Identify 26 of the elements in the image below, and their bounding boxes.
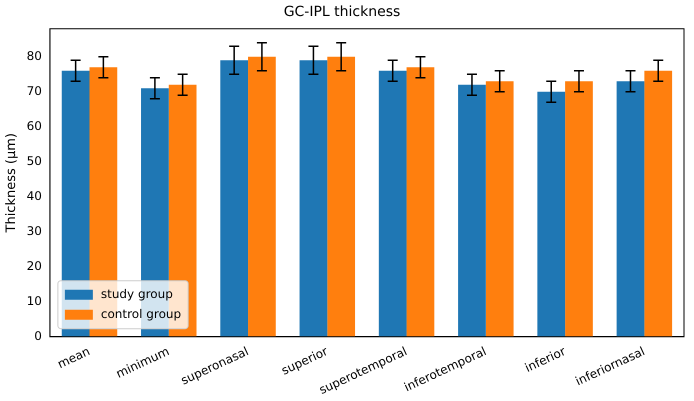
y-axis-title: Thickness (µm) xyxy=(4,133,20,234)
bar xyxy=(327,56,356,337)
x-tick-label: mean xyxy=(55,344,92,372)
y-tick-label: 60 xyxy=(26,118,42,133)
y-tick-label: 10 xyxy=(26,294,42,308)
chart-title: GC-IPL thickness xyxy=(284,4,400,20)
bar xyxy=(458,84,486,337)
bar xyxy=(565,81,593,337)
bar xyxy=(378,70,407,337)
y-tick-label: 0 xyxy=(34,328,42,343)
bar xyxy=(644,70,672,337)
bar xyxy=(406,67,434,337)
y-tick-label: 30 xyxy=(26,224,42,238)
bar xyxy=(616,81,644,337)
bar xyxy=(537,92,566,337)
legend-label: control group xyxy=(100,306,182,321)
y-tick-label: 50 xyxy=(26,154,42,168)
bar xyxy=(300,60,328,337)
y-tick-label: 40 xyxy=(26,188,42,203)
bar xyxy=(486,81,514,337)
bar xyxy=(248,56,276,337)
legend-label: study group xyxy=(100,286,173,301)
y-tick-label: 80 xyxy=(26,48,42,63)
bar xyxy=(220,60,248,337)
y-tick-label: 20 xyxy=(26,258,42,273)
y-tick-label: 70 xyxy=(26,84,42,98)
